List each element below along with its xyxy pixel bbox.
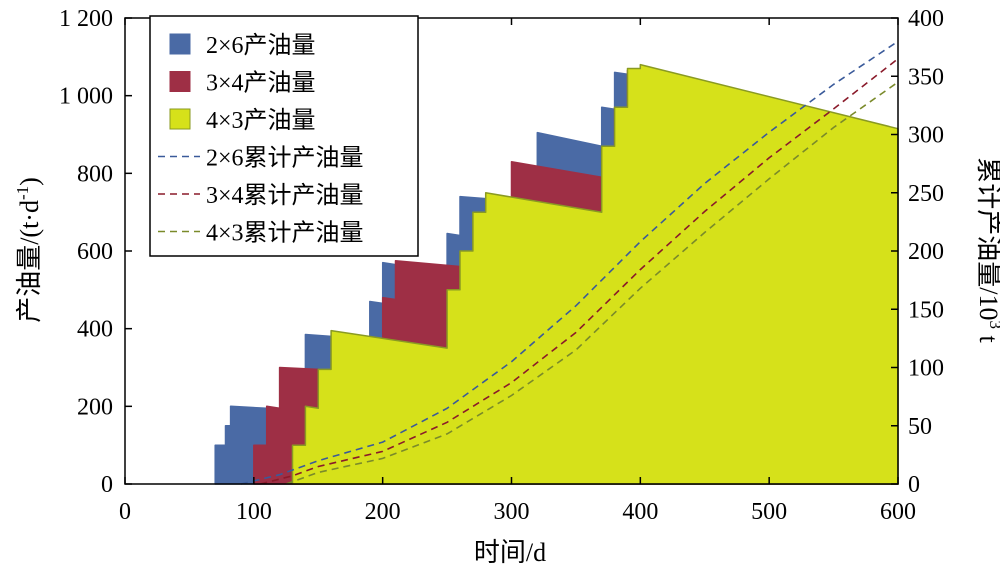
legend-label-3x4-production: 3×4产油量 [206,70,316,97]
x-tick-label: 500 [751,499,787,525]
y2-tick-label: 400 [908,6,944,32]
x-axis-title: 时间/d [474,538,546,567]
legend-label-2x6-production: 2×6产油量 [206,32,316,59]
y2-axis-title: 累计产油量/103 t [974,157,1000,343]
y-tick-label: 0 [101,472,113,498]
x-tick-label: 400 [622,499,658,525]
legend-swatch-2x6-production [169,33,191,55]
legend-box [149,15,419,257]
y-tick-label: 1 200 [59,6,113,32]
y-axis-title-close: ) [15,177,44,186]
legend-swatch-4x3-production [169,108,191,130]
y-tick-label: 800 [77,161,113,187]
legend-label-2x6-cumulative: 2×6累计产油量 [206,145,364,172]
y2-tick-label: 200 [908,239,944,265]
y2-tick-label: 50 [908,414,932,440]
y2-tick-label: 350 [908,64,944,90]
y2-axis-title-sup: 3 [986,321,1000,330]
x-tick-label: 600 [880,499,916,525]
x-tick-label: 300 [494,499,530,525]
y-axis-title: 产油量/(t·d-1) [13,177,44,323]
y2-tick-label: 0 [908,472,920,498]
x-tick-label: 100 [236,499,272,525]
y-axis-title-main: 产油量/(t·d [15,200,44,323]
x-tick-label: 0 [119,499,131,525]
series-4x3-cumulative-line [285,81,899,485]
y-tick-label: 600 [77,239,113,265]
x-tick-label: 200 [365,499,401,525]
legend: 2×6产油量 3×4产油量 4×3产油量 2×6累计产油量 3×4累计产油量 4×3累计产… [149,15,419,257]
legend-label-4x3-cumulative: 4×3累计产油量 [206,220,364,247]
y-tick-label: 200 [77,394,113,420]
y2-tick-label: 250 [908,181,944,207]
legend-label-4x3-production: 4×3产油量 [206,107,316,134]
legend-label-3x4-cumulative: 3×4累计产油量 [206,182,364,209]
y2-tick-label: 150 [908,297,944,323]
y-tick-label: 1 000 [59,84,113,110]
series-2x6-cumulative-line [240,40,899,485]
y2-axis-title-main: 累计产油量/10 [974,157,1000,320]
series-3x4-cumulative-line [260,58,899,485]
series-4x3-production-area [291,63,899,485]
y2-tick-label: 300 [908,123,944,149]
y-tick-label: 400 [77,317,113,343]
series-layer [214,40,899,485]
y-axis-title-sup: -1 [13,186,32,200]
y2-tick-label: 100 [908,356,944,382]
legend-swatch-3x4-production [169,71,191,92]
y2-axis-title-unit: t [974,329,1000,344]
